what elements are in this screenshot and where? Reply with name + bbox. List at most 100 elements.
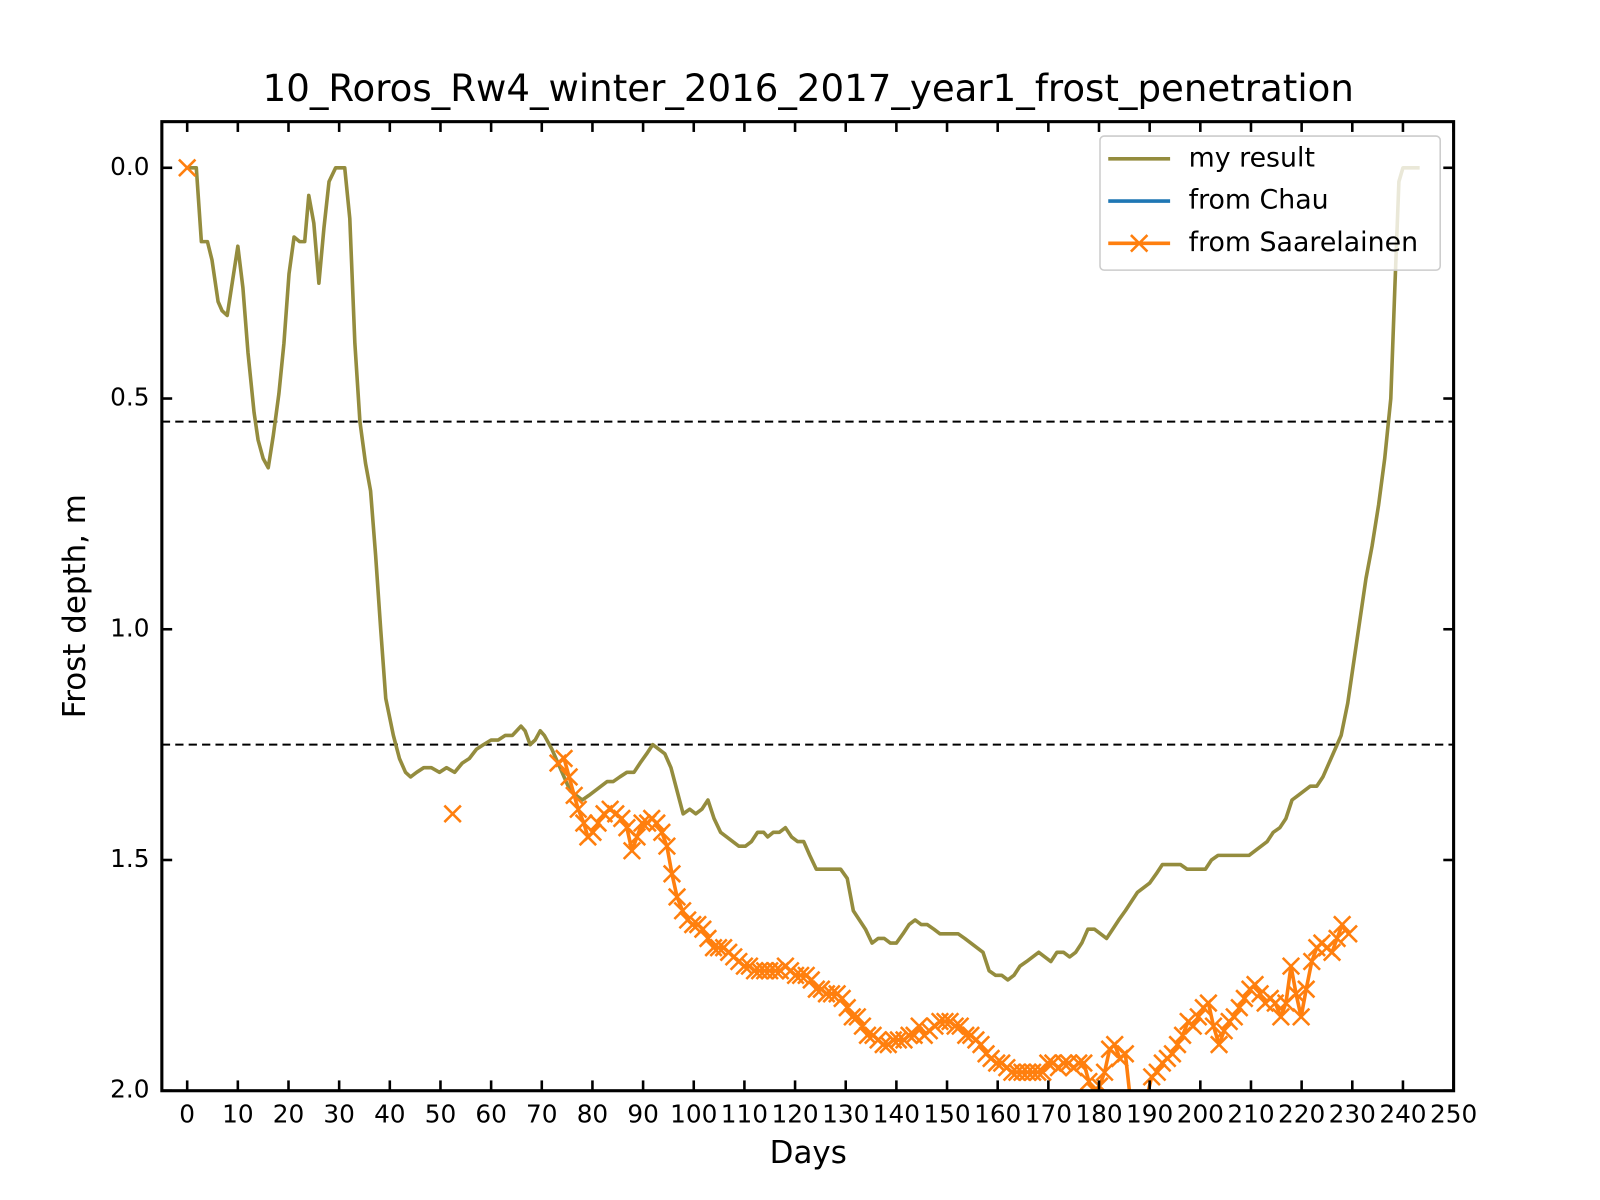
y-tick-label: 0.5: [110, 383, 149, 412]
marker: [935, 1012, 955, 1031]
marker: [1339, 924, 1358, 943]
marker: [833, 989, 852, 1008]
marker: [1302, 952, 1321, 971]
x-tick-label: 90: [627, 1099, 658, 1128]
legend-box: [1099, 135, 1441, 271]
marker: [1199, 993, 1218, 1013]
x-tick-label: 230: [1329, 1099, 1376, 1128]
x-tick-label: 170: [1025, 1099, 1072, 1128]
marker: [667, 887, 687, 907]
marker: [627, 827, 647, 847]
y-tick-label: 1.5: [110, 844, 149, 873]
marker: [1163, 1044, 1182, 1063]
marker: [1069, 1053, 1088, 1073]
x-tick-label: 40: [374, 1099, 405, 1128]
marker: [1095, 1063, 1114, 1082]
marker: [807, 980, 826, 999]
x-tick-label: 10: [222, 1099, 253, 1128]
plot-area: [161, 158, 1454, 1091]
marker: [848, 1007, 867, 1027]
x-tick-label: 190: [1126, 1099, 1173, 1128]
marker: [1322, 943, 1342, 962]
marker: [1074, 1053, 1093, 1073]
y-tick-label: 1.0: [110, 613, 149, 642]
marker: [559, 767, 579, 787]
marker: [554, 749, 574, 768]
marker: [1281, 956, 1301, 976]
x-tick-label: 150: [923, 1099, 970, 1128]
plot-frame: [160, 120, 1456, 1093]
marker: [1189, 1007, 1208, 1027]
marker: [673, 901, 692, 920]
marker: [874, 1035, 893, 1054]
marker: [1168, 1035, 1187, 1054]
marker: [766, 961, 785, 980]
marker: [1079, 1072, 1099, 1091]
marker: [1116, 1044, 1135, 1063]
marker: [1130, 234, 1149, 253]
marker: [657, 836, 677, 856]
marker: [632, 813, 652, 833]
legend: my result from Chau from Saarelainen: [1099, 135, 1441, 271]
marker: [1054, 1053, 1073, 1073]
marker: [1333, 915, 1352, 934]
marker: [583, 823, 603, 842]
marker: [889, 1030, 908, 1050]
x-axis-label: Days: [770, 1135, 847, 1171]
marker: [1297, 980, 1316, 999]
y-tick-label: 2.0: [110, 1075, 149, 1104]
marker: [1291, 1007, 1311, 1027]
x-tick-label: 0: [179, 1099, 195, 1128]
marker: [791, 966, 810, 985]
x-tick-label: 210: [1227, 1099, 1274, 1128]
series-line: [187, 165, 1420, 982]
x-tick-label: 160: [974, 1099, 1021, 1128]
marker: [1184, 1016, 1203, 1036]
marker: [1204, 1016, 1223, 1036]
marker: [443, 804, 462, 824]
x-tick-label: 50: [425, 1099, 456, 1128]
marker: [683, 915, 702, 934]
marker: [1286, 984, 1306, 1003]
x-tick-label: 240: [1379, 1099, 1426, 1128]
marker: [1148, 1063, 1167, 1082]
marker: [858, 1026, 877, 1045]
marker: [735, 956, 754, 976]
marker: [987, 1053, 1006, 1073]
x-tick-label: 70: [526, 1099, 557, 1128]
marker: [956, 1026, 975, 1045]
marker: [565, 786, 584, 805]
x-tick-label: 60: [475, 1099, 506, 1128]
x-tick-label: 110: [721, 1099, 768, 1128]
x-tick-label: 30: [323, 1099, 354, 1128]
marker: [662, 864, 682, 883]
marker: [622, 841, 642, 860]
marker: [1250, 984, 1270, 1003]
marker: [647, 813, 666, 833]
marker: [693, 920, 713, 939]
marker: [910, 1016, 929, 1036]
marker: [1327, 929, 1347, 948]
marker: [1225, 1007, 1244, 1027]
chart-title: 10_Roros_Rw4_winter_2016_2017_year1_fros…: [263, 67, 1354, 110]
x-tick-label: 80: [577, 1099, 608, 1128]
marker: [1038, 1053, 1058, 1073]
marker: [971, 1035, 991, 1054]
x-tick-label: 20: [273, 1099, 304, 1128]
marker: [822, 984, 841, 1003]
marker: [709, 938, 728, 957]
x-tick-label: 140: [873, 1099, 920, 1128]
marker: [1235, 989, 1254, 1008]
marker: [612, 809, 631, 828]
x-tick-label: 120: [771, 1099, 818, 1128]
marker: [569, 800, 588, 819]
marker: [1214, 1021, 1234, 1040]
marker: [1271, 1007, 1291, 1027]
marker: [1209, 1035, 1229, 1054]
marker: [1230, 998, 1249, 1017]
x-tick-label: 220: [1278, 1099, 1325, 1128]
x-tick-label: 180: [1075, 1099, 1122, 1128]
legend-label: my result: [1189, 142, 1315, 173]
legend-label: from Chau: [1189, 185, 1329, 216]
